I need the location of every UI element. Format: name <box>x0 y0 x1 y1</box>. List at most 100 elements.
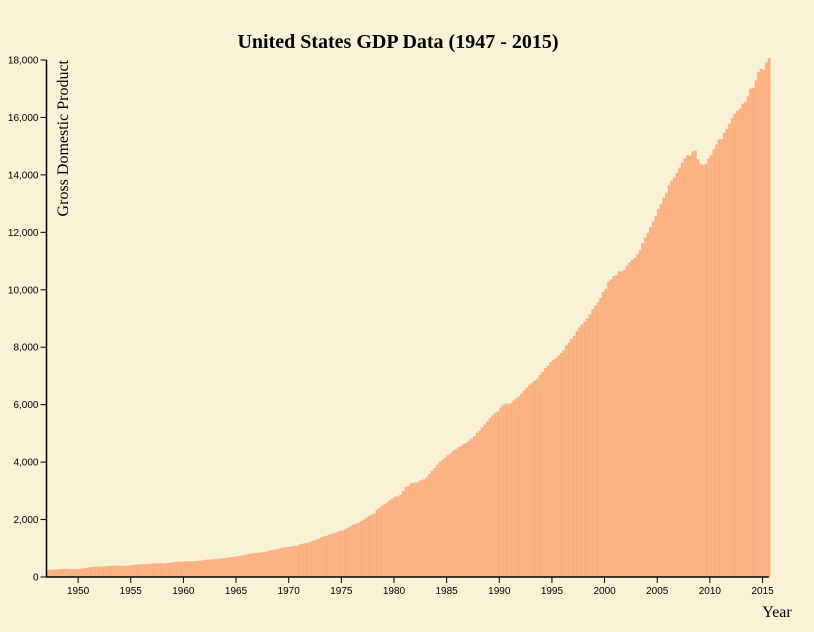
bar[interactable] <box>767 57 771 578</box>
bar[interactable] <box>125 565 129 578</box>
bar[interactable] <box>528 384 532 578</box>
bar[interactable] <box>249 553 252 578</box>
bar[interactable] <box>254 552 258 578</box>
bar[interactable] <box>591 308 595 578</box>
bar[interactable] <box>335 531 339 578</box>
bar[interactable] <box>359 521 363 578</box>
bar[interactable] <box>264 551 268 578</box>
bar[interactable] <box>586 318 589 578</box>
bar[interactable] <box>96 566 100 578</box>
bar[interactable] <box>707 158 711 578</box>
bar[interactable] <box>467 440 471 578</box>
bar[interactable] <box>725 129 729 578</box>
bar[interactable] <box>378 507 381 578</box>
bar[interactable] <box>741 103 745 578</box>
bar[interactable] <box>299 544 303 578</box>
bar[interactable] <box>496 411 500 578</box>
bar[interactable] <box>222 558 226 578</box>
bar[interactable] <box>393 496 397 578</box>
bar[interactable] <box>759 68 763 578</box>
bar[interactable] <box>91 566 95 578</box>
bar[interactable] <box>233 556 237 578</box>
bar[interactable] <box>717 139 721 578</box>
bar[interactable] <box>83 567 87 578</box>
bar[interactable] <box>156 563 160 578</box>
bar[interactable] <box>77 568 81 578</box>
bar[interactable] <box>99 566 102 578</box>
bar[interactable] <box>141 564 145 578</box>
bar[interactable] <box>296 545 300 578</box>
bar[interactable] <box>414 482 418 578</box>
bar[interactable] <box>636 254 639 578</box>
bar[interactable] <box>146 563 150 578</box>
bar[interactable] <box>59 569 63 578</box>
bar[interactable] <box>533 380 537 578</box>
bar[interactable] <box>746 95 750 578</box>
bar[interactable] <box>72 569 76 578</box>
bar[interactable] <box>175 561 179 578</box>
bar[interactable] <box>554 358 558 578</box>
bar[interactable] <box>106 565 110 578</box>
bar[interactable] <box>220 558 224 578</box>
bar[interactable] <box>206 559 210 578</box>
bar[interactable] <box>409 483 413 578</box>
bar[interactable] <box>530 383 534 578</box>
bar[interactable] <box>314 539 318 578</box>
bar[interactable] <box>551 360 555 578</box>
bar[interactable] <box>64 568 68 578</box>
bar[interactable] <box>701 164 705 578</box>
bar[interactable] <box>730 118 734 578</box>
bar[interactable] <box>285 546 289 578</box>
bar[interactable] <box>212 559 216 578</box>
bar[interactable] <box>404 486 408 578</box>
bar[interactable] <box>696 158 700 578</box>
bar[interactable] <box>649 226 653 578</box>
bar[interactable] <box>715 144 718 578</box>
bar[interactable] <box>504 403 508 578</box>
bar[interactable] <box>130 564 134 578</box>
bar[interactable] <box>491 415 495 578</box>
bar[interactable] <box>227 557 231 578</box>
bar[interactable] <box>101 566 105 578</box>
bar[interactable] <box>485 421 489 578</box>
bar[interactable] <box>388 500 392 578</box>
bar[interactable] <box>375 509 379 578</box>
bar[interactable] <box>683 158 687 578</box>
bar[interactable] <box>164 563 168 578</box>
bar[interactable] <box>354 523 358 578</box>
bar[interactable] <box>114 565 118 578</box>
bar[interactable] <box>478 430 482 578</box>
bar[interactable] <box>667 184 671 578</box>
bar[interactable] <box>270 549 274 578</box>
bar[interactable] <box>109 565 113 578</box>
bar[interactable] <box>593 305 597 578</box>
bar[interactable] <box>246 553 250 578</box>
bar[interactable] <box>765 62 768 578</box>
bar[interactable] <box>272 549 276 578</box>
bar[interactable] <box>62 568 66 578</box>
bar[interactable] <box>588 314 592 578</box>
bar[interactable] <box>712 149 716 578</box>
bar[interactable] <box>214 558 218 578</box>
bar[interactable] <box>751 87 755 578</box>
bar[interactable] <box>459 446 463 578</box>
bar[interactable] <box>193 561 197 578</box>
bar[interactable] <box>412 482 416 578</box>
bar[interactable] <box>399 494 403 578</box>
bar[interactable] <box>543 368 547 578</box>
bar[interactable] <box>251 553 255 578</box>
bar[interactable] <box>443 457 447 578</box>
bar[interactable] <box>546 365 550 578</box>
bar[interactable] <box>104 566 108 578</box>
bar[interactable] <box>557 355 560 578</box>
bar[interactable] <box>475 432 479 578</box>
bar[interactable] <box>180 561 184 578</box>
bar[interactable] <box>367 515 371 578</box>
bar[interactable] <box>320 537 324 578</box>
bar[interactable] <box>514 398 518 578</box>
bar[interactable] <box>138 564 142 578</box>
bar[interactable] <box>301 543 305 578</box>
bar[interactable] <box>333 532 337 578</box>
bar[interactable] <box>385 502 389 578</box>
bar[interactable] <box>754 80 758 578</box>
